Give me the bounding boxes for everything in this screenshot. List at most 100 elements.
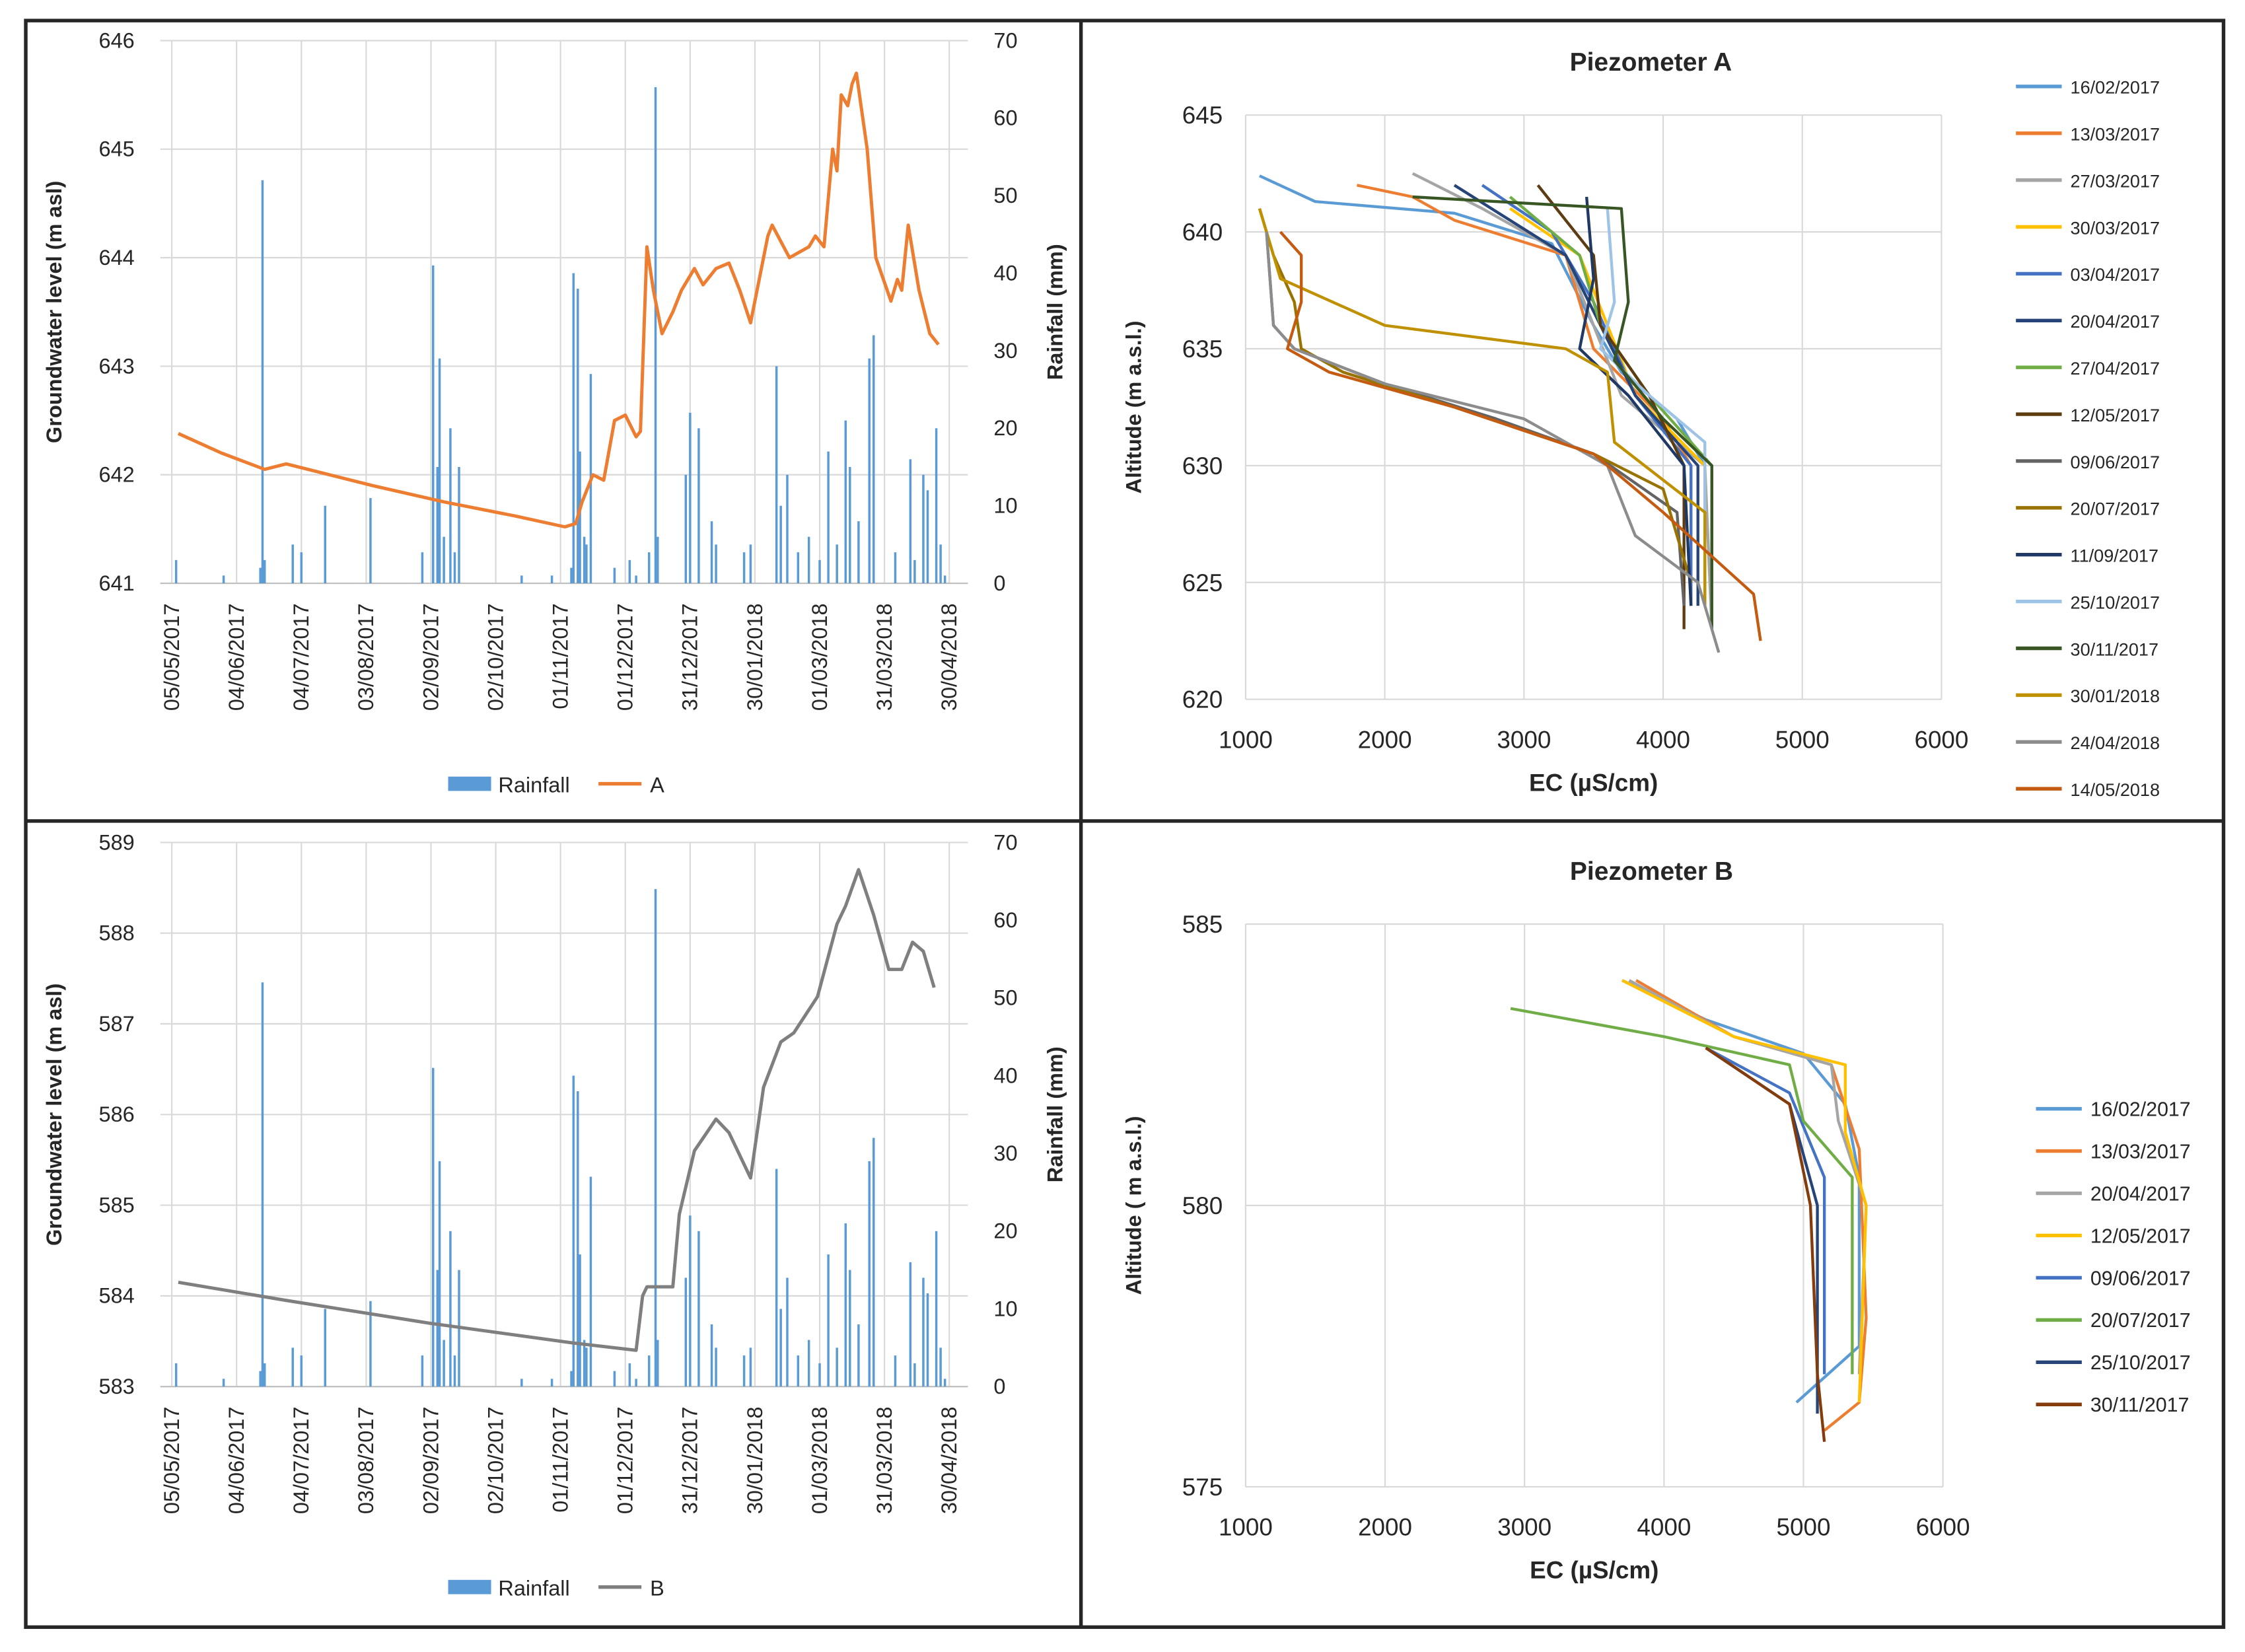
legend-label: 27/04/2017	[2071, 358, 2160, 378]
x-tick-label: 5000	[1775, 726, 1830, 753]
rainfall-bar	[654, 889, 657, 1387]
legend-label: 20/04/2017	[2071, 311, 2160, 332]
rainfall-bar	[449, 428, 452, 584]
rainfall-bar	[647, 552, 651, 584]
rainfall-bar	[807, 1340, 810, 1387]
x-tick-label: 30/01/2018	[743, 1407, 767, 1515]
y2-tick-label: 0	[993, 571, 1005, 595]
profile-line	[1258, 208, 1693, 583]
legend-label: 20/04/2017	[2090, 1183, 2191, 1205]
y-tick-label: 585	[1182, 911, 1223, 938]
piezometer-b-panel: 1000 2000 3000 4000 5000 6000 575 580 585 Piezome…	[1122, 857, 2191, 1584]
y-tick-label: 585	[99, 1193, 135, 1217]
y2-tick-label: 10	[993, 1297, 1017, 1320]
rainfall-bar	[520, 575, 523, 584]
legend-label: 14/05/2018	[2071, 779, 2160, 800]
y-axis-title: Groundwater level (m asl)	[42, 984, 66, 1246]
y2-tick-label: 40	[993, 1063, 1017, 1087]
legend-swatch-rainfall	[448, 1579, 491, 1595]
legend-label: 24/04/2018	[2071, 733, 2160, 753]
profile-line	[1279, 231, 1762, 641]
rainfall-bar	[775, 1168, 778, 1387]
rainfall-bar	[873, 1137, 875, 1387]
profile-line	[1705, 1046, 1826, 1375]
legend-swatch-rainfall	[448, 776, 491, 791]
legend-label: 16/02/2017	[2090, 1098, 2191, 1120]
legend-label: 12/05/2017	[2071, 405, 2160, 425]
rainfall-bar	[836, 1347, 838, 1387]
rainfall-bar	[261, 180, 264, 584]
x-tick-label: 01/11/2017	[549, 1407, 573, 1513]
rainfall-bar	[943, 575, 946, 584]
x-tick-label: 2000	[1358, 726, 1412, 753]
rainfall-bar	[261, 982, 264, 1387]
rainfall-bar	[697, 428, 700, 584]
rainfall-bar	[550, 575, 553, 584]
profile-line	[1412, 195, 1713, 629]
rainfall-bar	[259, 1371, 262, 1387]
legend-label: 30/01/2018	[2071, 686, 2160, 706]
y-tick-label: 641	[99, 571, 135, 595]
rainfall-bar	[894, 552, 897, 584]
rainfall-bar	[572, 1075, 575, 1387]
rainfall-bar	[579, 451, 581, 584]
rainfall-bar	[458, 467, 460, 584]
y-tick-label: 583	[99, 1375, 135, 1398]
x-tick-label: 31/03/2018	[873, 1407, 896, 1515]
rainfall-bar	[577, 1091, 579, 1387]
rainfall-bar	[684, 1277, 688, 1387]
x-tick-label: 04/07/2017	[289, 1407, 313, 1515]
y-axis-title: Altitude ( m a.s.l.)	[1122, 1116, 1146, 1295]
legend-label: 30/03/2017	[2071, 217, 2160, 238]
rainfall-bar	[520, 1379, 523, 1387]
rainfall-bar	[749, 1347, 752, 1387]
rainfall-bar	[779, 505, 782, 584]
rainfall-bar	[589, 1176, 592, 1387]
y-tick-label: 625	[1182, 569, 1223, 596]
rainfall-bar	[697, 1231, 700, 1387]
legend-label: 09/06/2017	[2071, 452, 2160, 472]
y-tick-label: 642	[99, 463, 135, 487]
x-tick-label: 2000	[1358, 1514, 1412, 1541]
y2-tick-label: 50	[993, 184, 1017, 207]
x-tick-label: 4000	[1637, 1514, 1691, 1541]
legend-label: 25/10/2017	[2090, 1352, 2191, 1374]
rainfall-bar	[628, 1363, 631, 1387]
y-tick-label: 640	[1182, 219, 1223, 246]
rainfall-bar	[849, 1270, 851, 1387]
y-tick-label: 575	[1182, 1474, 1223, 1501]
rainfall-bar	[909, 1262, 912, 1387]
legend-label: 20/07/2017	[2071, 499, 2160, 519]
x-tick-label: 05/05/2017	[160, 603, 184, 711]
y2-tick-label: 70	[993, 830, 1017, 854]
x-tick-label: 1000	[1219, 1514, 1273, 1541]
legend-label: 25/10/2017	[2071, 592, 2160, 612]
legend-label-rainfall: Rainfall	[498, 1577, 569, 1600]
x-tick-label: 3000	[1497, 726, 1551, 753]
y2-tick-label: 0	[993, 1375, 1005, 1398]
rainfall-bar	[926, 1293, 929, 1387]
y-tick-label: 630	[1182, 452, 1223, 480]
rainfall-bar	[715, 1347, 717, 1387]
legend-label: 03/04/2017	[2071, 264, 2160, 285]
x-tick-label: 03/08/2017	[354, 603, 378, 711]
y-tick-label: 587	[99, 1012, 135, 1036]
rainfall-bar	[572, 273, 575, 584]
rainfall-bar	[369, 497, 372, 584]
rainfall-bar	[943, 1379, 946, 1387]
x-tick-label: 05/05/2017	[160, 1407, 184, 1515]
x-tick-label: 5000	[1776, 1514, 1830, 1541]
legend-label: 16/02/2017	[2071, 77, 2160, 98]
rainfall-bar	[432, 1067, 435, 1387]
legend-label: 11/09/2017	[2071, 546, 2159, 566]
legend-label: 09/06/2017	[2090, 1268, 2191, 1289]
rainfall-bar	[775, 366, 778, 584]
rainfall-bar	[635, 1379, 637, 1387]
rainfall-bar	[628, 559, 631, 584]
profile-line	[1621, 979, 1868, 1403]
y2-tick-label: 40	[993, 261, 1017, 285]
y-tick-label: 580	[1182, 1192, 1223, 1219]
rainfall-bar	[570, 1371, 573, 1387]
timeseries-b-panel: 583 584 585 586 587 588 589 05/05/2017 04/06/201…	[42, 830, 1067, 1600]
